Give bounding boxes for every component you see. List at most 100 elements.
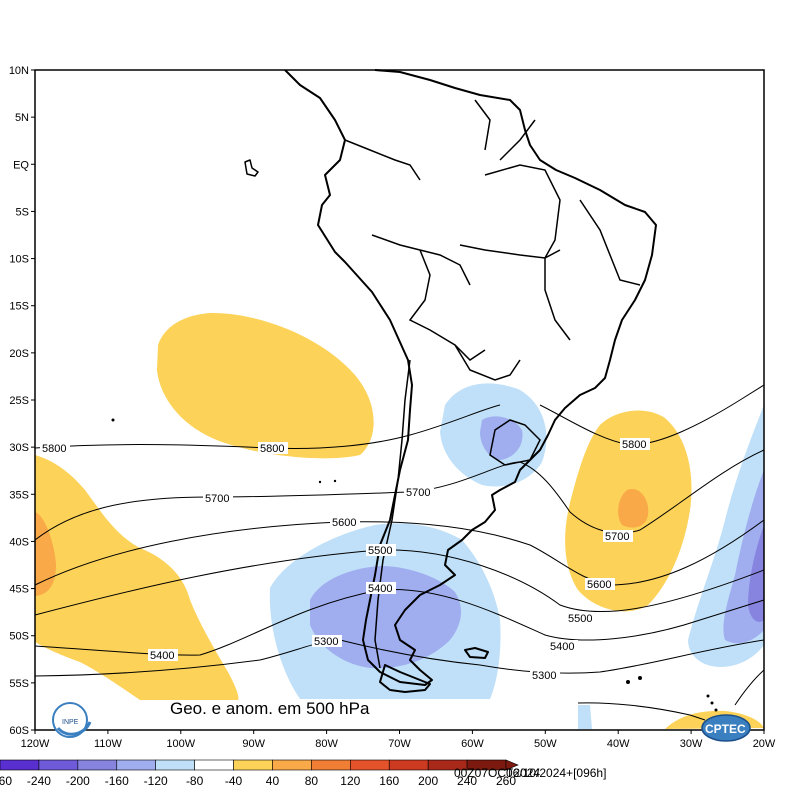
colorbar-label: 200 [418, 774, 438, 788]
lat-tick-label: 5S [16, 206, 29, 218]
lon-tick-label: 70W [388, 738, 411, 750]
contour-label: 5300 [314, 636, 338, 648]
colorbar-swatch [0, 759, 40, 771]
lon-tick-label: 110W [94, 738, 123, 750]
colorbar-label: 40 [266, 774, 280, 788]
contour-5800-west [34, 404, 501, 449]
colorbar-swatch [272, 759, 312, 771]
border-colombia-venezuela [344, 139, 421, 181]
colorbar: -260 -240 -200 -160 -120 -80 -40 40 80 120 160 200 2… [0, 759, 519, 788]
contour-label: 5500 [368, 545, 392, 557]
border-uruguay [489, 419, 541, 466]
colorbar-swatch [311, 759, 351, 771]
colorbar-label: 160 [379, 774, 399, 788]
border-peru-brazil [371, 234, 471, 286]
colorbar-swatch [388, 759, 429, 771]
contour-label: 5800 [260, 443, 284, 455]
contour-label: 5800 [42, 443, 66, 455]
lat-tick-label: 55S [9, 678, 29, 690]
lat-tick-label: 40S [9, 536, 29, 548]
border-east-brazil [579, 199, 641, 286]
lon-tick-label: 90W [242, 738, 265, 750]
lon-tick-label: 50W [534, 738, 557, 750]
lon-tick-label: 80W [315, 738, 338, 750]
contour-label: 5700 [605, 531, 629, 543]
colorbar-swatch [77, 759, 118, 771]
contour-label: 5800 [622, 439, 646, 451]
map-title: Geo. e anom. em 500 hPa [170, 699, 370, 718]
pos-anomaly-atlantic-strong [618, 489, 649, 528]
contour-5700 [34, 449, 765, 541]
colorbar-label: 240 [457, 774, 477, 788]
colorbar-label: -160 [105, 774, 129, 788]
falklands [464, 647, 489, 659]
lon-tick-label: 120W [21, 738, 50, 750]
lon-tick-label: 100W [166, 738, 195, 750]
lat-tick-label: 10N [9, 65, 29, 77]
lat-tick-label: 15S [9, 301, 29, 313]
lon-tick-label: 20W [753, 738, 776, 750]
cptec-logo: CPTEC [701, 714, 751, 742]
contour-label: 5600 [587, 579, 611, 591]
lat-tick-label: 50S [9, 631, 29, 643]
colorbar-swatch [116, 759, 156, 771]
colorbar-label: -200 [66, 774, 90, 788]
contour-5300 [34, 639, 765, 677]
colorbar-label: 260 [496, 774, 516, 788]
lon-axis: 120W 110W 100W 90W 80W 70W 60W 50W 40W 30W 20W [21, 730, 776, 750]
border-brazil-interior-2 [484, 164, 571, 341]
colorbar-swatch [233, 759, 273, 771]
contour-5600 [34, 519, 765, 586]
colorbar-label: 80 [305, 774, 319, 788]
lon-tick-label: 30W [680, 738, 703, 750]
colorbar-swatch [194, 759, 234, 771]
colorbar-label: -120 [144, 774, 168, 788]
contour-label: 5600 [332, 517, 356, 529]
lat-tick-label: 45S [9, 584, 29, 596]
lon-tick-label: 60W [461, 738, 484, 750]
border-paraguay [454, 344, 521, 381]
contour-label: 5700 [406, 487, 430, 499]
svg-text:CPTEC: CPTEC [705, 722, 746, 736]
colorbar-label: -260 [0, 774, 12, 788]
colorbar-swatch [350, 759, 390, 771]
contour-label: 5500 [568, 613, 592, 625]
pos-anomaly-pacific-north [157, 312, 374, 459]
contour-label: 5400 [150, 650, 174, 662]
colorbar-label: 120 [340, 774, 360, 788]
tierra-del-fuego [379, 664, 431, 693]
colorbar-swatch [155, 759, 195, 771]
lon-tick-label: 40W [607, 738, 630, 750]
coastlines [244, 69, 657, 693]
lat-axis: 10N 5N EQ 5S 10S 15S 20S 25S 30S 35S 40S 45S 50S 55S 6… [9, 65, 35, 737]
contour-label: 5400 [550, 641, 574, 653]
south-america-outline [284, 69, 657, 686]
lat-tick-label: 20S [9, 348, 29, 360]
colorbar-swatch [38, 759, 79, 771]
contour-labels: 5800 5800 5800 5700 5700 5700 5600 5600 … [40, 438, 650, 682]
country-borders [344, 99, 641, 669]
lat-tick-label: EQ [13, 159, 29, 171]
pos-anomaly-pacific-west [35, 455, 239, 700]
lat-tick-label: 25S [9, 395, 29, 407]
border-bolivia [408, 249, 486, 361]
galapagos [244, 159, 259, 177]
neg-anomaly-bottom [578, 705, 592, 729]
border-guianas [474, 99, 536, 161]
lat-tick-label: 30S [9, 442, 29, 454]
colorbar-label: -40 [225, 774, 243, 788]
svg-text:INPE: INPE [62, 719, 79, 726]
border-brazil-interior-1 [459, 244, 561, 259]
contour-label: 5400 [368, 583, 392, 595]
border-chile-argentina [374, 359, 411, 669]
pos-anomaly-pacific-west-strong [35, 512, 56, 596]
contour-label: 5700 [205, 493, 229, 505]
colorbar-label: -240 [27, 774, 51, 788]
lat-tick-label: 60S [9, 725, 29, 737]
contour-5500 [34, 549, 765, 616]
lat-tick-label: 5N [15, 112, 29, 124]
contour-label: 5300 [532, 670, 556, 682]
anomaly-shading [35, 312, 764, 729]
colorbar-tip [505, 759, 519, 771]
